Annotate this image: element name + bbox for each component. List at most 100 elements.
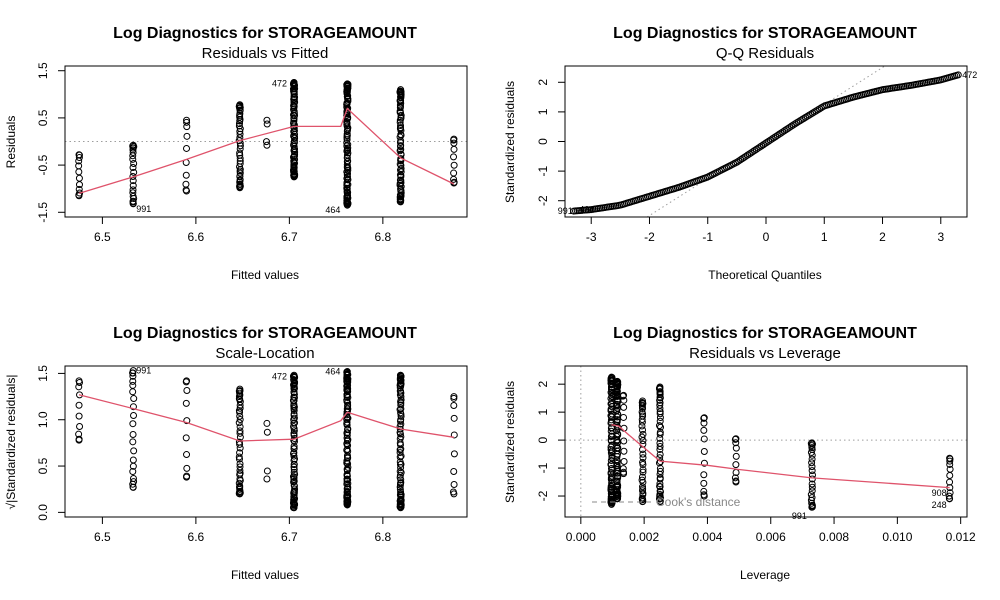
data-point	[396, 453, 404, 461]
data-point	[183, 123, 191, 131]
x-tick-label: 0.000	[566, 530, 596, 544]
data-point	[450, 467, 458, 475]
data-point	[613, 416, 621, 424]
data-point	[620, 447, 628, 455]
data-point	[236, 449, 244, 457]
data-point	[812, 107, 820, 115]
data-point	[396, 446, 404, 454]
point-label: 991	[136, 366, 151, 376]
data-point	[784, 124, 792, 132]
data-point	[808, 480, 816, 488]
data-point	[129, 192, 137, 200]
data-point	[619, 392, 627, 400]
data-point	[290, 468, 298, 476]
data-point	[129, 381, 137, 389]
data-point	[344, 378, 352, 386]
data-point	[290, 460, 298, 468]
data-point	[263, 475, 271, 483]
data-point	[236, 463, 244, 471]
data-point	[450, 402, 458, 410]
data-point	[290, 478, 298, 486]
data-point	[397, 164, 405, 172]
data-point	[397, 412, 405, 420]
data-point	[396, 180, 404, 188]
data-point	[236, 416, 244, 424]
y-tick-label: 2	[536, 79, 550, 86]
data-point	[290, 393, 298, 401]
data-point	[290, 445, 298, 453]
data-point	[290, 429, 298, 437]
data-point	[656, 467, 664, 475]
data-point	[808, 494, 816, 502]
data-point	[765, 137, 773, 145]
data-point	[619, 465, 627, 473]
data-point	[768, 135, 776, 143]
data-point	[770, 134, 778, 142]
data-point	[129, 372, 137, 380]
data-point	[656, 491, 664, 499]
data-point	[130, 478, 138, 486]
reference-lines	[565, 366, 967, 517]
data-point	[396, 500, 404, 508]
data-point	[740, 153, 748, 161]
data-point	[397, 416, 405, 424]
data-point	[236, 154, 244, 162]
data-point	[607, 427, 615, 435]
data-point	[613, 447, 621, 455]
data-point	[76, 422, 84, 430]
data-point	[236, 180, 244, 188]
point-label: 472	[962, 70, 977, 80]
data-point	[638, 476, 646, 484]
data-point	[396, 449, 404, 457]
data-point	[182, 399, 190, 407]
x-tick-label: -3	[586, 230, 597, 244]
data-point	[236, 149, 244, 157]
data-point	[236, 423, 244, 431]
data-point	[129, 475, 137, 483]
data-point	[620, 413, 628, 421]
data-point	[290, 128, 298, 136]
data-point	[343, 457, 351, 465]
cooks-distance-legend-text: Cook's distance	[656, 495, 741, 509]
data-point	[130, 143, 138, 151]
data-point	[183, 132, 191, 140]
data-point	[450, 161, 458, 169]
data-point	[656, 408, 664, 416]
data-point	[656, 388, 664, 396]
data-point	[656, 495, 664, 503]
data-point	[773, 131, 781, 139]
data-point	[183, 472, 191, 480]
y-tick-label: 0.5	[36, 109, 50, 126]
panel-title: Log Diagnostics for STORAGEAMOUNT	[613, 325, 917, 342]
data-point	[808, 483, 816, 491]
y-tick-label: -0.5	[36, 154, 50, 175]
y-axis-label: Standardized residuals	[503, 81, 517, 203]
data-point	[450, 450, 458, 458]
data-point	[809, 109, 817, 117]
data-point	[235, 122, 243, 130]
data-points	[75, 367, 458, 512]
data-point	[343, 154, 351, 162]
data-point	[290, 401, 298, 409]
data-point	[946, 472, 954, 480]
x-tick-label: 6.6	[188, 230, 205, 244]
data-point	[732, 444, 740, 452]
data-point	[129, 468, 137, 476]
data-point	[754, 144, 762, 152]
data-point	[656, 439, 664, 447]
x-tick-label: 0.008	[819, 530, 849, 544]
data-point	[807, 440, 815, 448]
data-point	[75, 383, 83, 391]
panel-title: Log Diagnostics for STORAGEAMOUNT	[113, 25, 417, 42]
data-point	[290, 93, 298, 101]
y-tick-label: 0	[536, 138, 550, 145]
data-point	[236, 404, 244, 412]
data-point	[700, 459, 708, 467]
data-point	[397, 401, 405, 409]
data-point	[290, 114, 298, 122]
point-labels: 991 472 464	[136, 366, 340, 382]
data-point	[130, 160, 138, 168]
y-tick-label: 1	[536, 108, 550, 115]
data-point	[608, 374, 616, 382]
data-point	[639, 483, 647, 491]
